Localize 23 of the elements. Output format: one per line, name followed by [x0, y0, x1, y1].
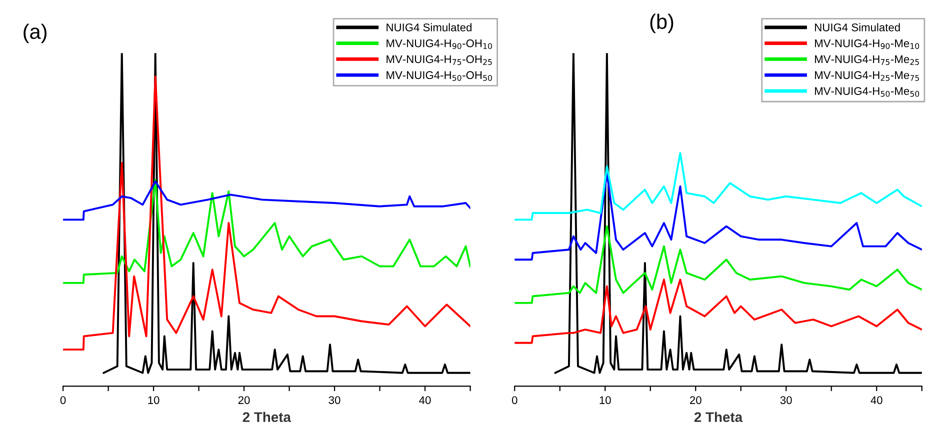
x-axis-title: 2 Theta	[694, 412, 743, 422]
legend-label: NUIG4 Simulated	[815, 23, 900, 32]
x-tick-label: 20	[690, 396, 702, 404]
legend-label: MV-NUIG4-H$_{50}$-Me$_{50}$	[815, 87, 920, 97]
legend-label: MV-NUIG4-H$_{50}$-OH$_{50}$	[386, 71, 492, 81]
text: (b)	[650, 14, 674, 34]
x-tick-label: 0	[512, 396, 518, 404]
legend-label: MV-NUIG4-H$_{90}$-OH$_{10}$	[386, 39, 492, 50]
x-tick-label: 40	[870, 396, 882, 404]
x-tick-label: 40	[419, 396, 431, 404]
x-tick-label: 0	[60, 396, 66, 404]
x-tick-label: 30	[328, 396, 340, 404]
legend-label: MV-NUIG4-H$_{75}$-Me$_{25}$	[815, 55, 919, 65]
x-tick-label: 20	[238, 396, 250, 404]
x-tick-label: 10	[148, 396, 160, 404]
x-tick-label: 10	[600, 396, 611, 404]
legend-label: NUIG4 Simulated	[386, 23, 472, 32]
legend-label: MV-NUIG4-H$_{75}$-OH$_{25}$	[386, 55, 492, 65]
text: (a)	[24, 24, 46, 44]
legend-label: MV-NUIG4-H$_{90}$-Me$_{10}$	[815, 39, 920, 50]
legend-label: MV-NUIG4-H$_{25}$-Me$_{75}$	[815, 71, 919, 81]
x-axis-title: 2 Theta	[242, 412, 292, 422]
x-tick-label: 30	[780, 396, 792, 404]
